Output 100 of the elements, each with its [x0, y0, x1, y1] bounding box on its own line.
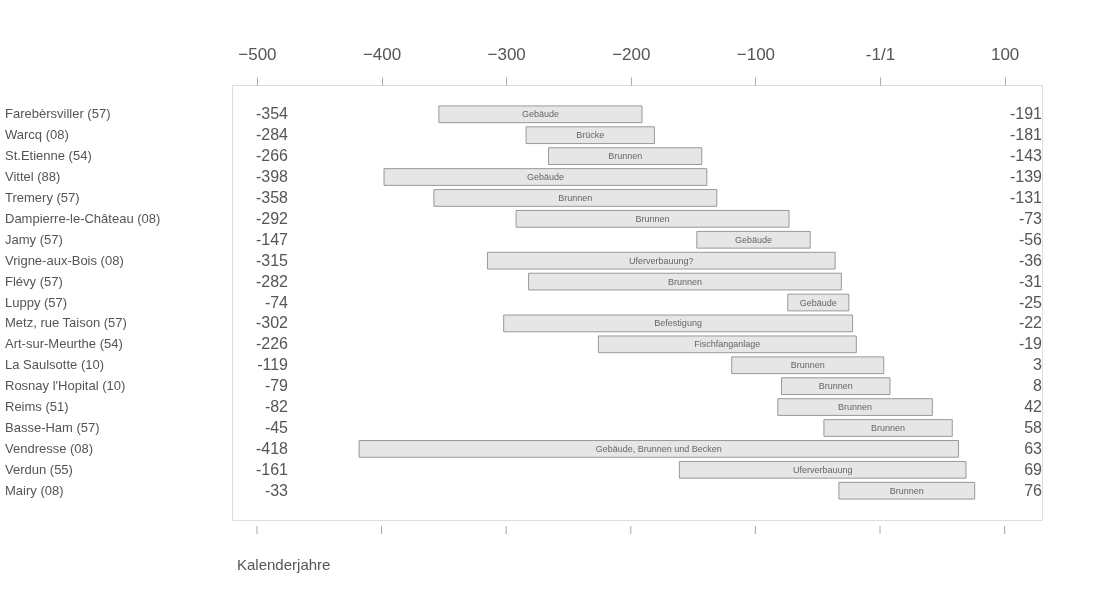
- y-tick-label: Basse-Ham (57): [5, 419, 100, 435]
- annotation: Brunnen: [871, 422, 906, 433]
- x-tick-label: −200: [612, 44, 651, 64]
- annotation: -36: [1018, 251, 1043, 269]
- annotation: -73: [1018, 209, 1043, 227]
- x-tick-label: −100: [736, 44, 776, 64]
- annotation: Uferverbauung?: [629, 255, 694, 266]
- bar: [528, 272, 842, 291]
- annotation: -131: [1009, 188, 1043, 206]
- annotation: -25: [1018, 293, 1043, 311]
- annotation: Fischfanganlage: [694, 339, 761, 350]
- annotation: 58: [1024, 418, 1043, 436]
- y-tick-label: Luppy (57): [5, 294, 68, 310]
- annotation: -191: [1009, 105, 1043, 123]
- annotation: -302: [255, 314, 289, 332]
- x-tick-label: −300: [487, 44, 526, 64]
- annotation: -161: [255, 460, 289, 478]
- annotation: Gebäude: [799, 297, 837, 308]
- bar: [433, 189, 718, 207]
- annotation: Brunnen: [818, 381, 853, 392]
- annotation: -143: [1009, 147, 1043, 165]
- annotation: Brunnen: [608, 151, 643, 162]
- annotation: Gebäude: [526, 172, 564, 183]
- annotation: -315: [255, 251, 289, 269]
- annotation: -398: [255, 168, 289, 186]
- annotation: Gebäude, Brunnen und Becken: [595, 443, 722, 454]
- y-tick-label: Verdun (55): [5, 461, 73, 477]
- annotation: 8: [1033, 377, 1043, 395]
- bar: [678, 460, 967, 479]
- y-tick-label: Reims (51): [5, 399, 69, 415]
- y-tick-label: Art-sur-Meurthe (54): [5, 336, 123, 352]
- annotation: Gebäude: [734, 234, 773, 245]
- y-tick-label: Vittel (88): [5, 169, 61, 185]
- x-axis-title: Kalenderjahre: [237, 556, 331, 573]
- annotation: -292: [255, 209, 289, 227]
- annotation: -33: [264, 481, 289, 499]
- y-tick-label: Mairy (08): [5, 482, 64, 498]
- bar: [838, 481, 976, 500]
- bar: [787, 293, 850, 312]
- annotation: -418: [255, 439, 289, 457]
- y-tick-label: Tremery (57): [5, 189, 80, 205]
- y-tick-label: La Saulsotte (10): [5, 357, 105, 373]
- annotation: -82: [264, 398, 289, 416]
- annotation: -79: [264, 377, 289, 395]
- bar: [781, 377, 891, 396]
- bar: [731, 356, 885, 375]
- annotation: -284: [255, 126, 289, 144]
- annotation: -139: [1009, 168, 1043, 186]
- y-tick-label: Vendresse (08): [5, 440, 94, 456]
- y-tick-label: Jamy (57): [5, 231, 63, 247]
- annotation: -226: [255, 335, 289, 353]
- annotation: Gebäude: [521, 109, 559, 120]
- bar: [548, 147, 703, 165]
- annotation: Brunnen: [790, 360, 825, 371]
- annotation: -282: [255, 272, 289, 290]
- annotation: -354: [255, 105, 289, 123]
- annotation: -147: [255, 230, 289, 248]
- annotation: Brunnen: [889, 485, 924, 496]
- bar: [383, 168, 708, 186]
- annotation: -119: [257, 356, 289, 374]
- y-tick-label: Dampierre-le-Château (08): [5, 210, 161, 226]
- y-tick-label: Farebèrsviller (57): [5, 106, 111, 122]
- annotation: 76: [1024, 481, 1043, 499]
- y-tick-label: Rosnay l'Hopital (10): [5, 378, 126, 394]
- annotation: -31: [1018, 272, 1043, 290]
- bar: [823, 419, 953, 437]
- x-tick-label: −500: [238, 44, 277, 64]
- annotation: Brunnen: [635, 213, 670, 224]
- y-tick-label: Vrigne-aux-Bois (08): [5, 252, 124, 268]
- y-tick-label: Warcq (08): [5, 127, 69, 143]
- x-tick-label: −400: [362, 44, 402, 64]
- x-tick-label: 100: [990, 44, 1020, 64]
- annotation: -22: [1018, 314, 1043, 332]
- annotation: Uferverbauung: [792, 464, 853, 475]
- annotation: Befestigung: [654, 318, 702, 329]
- x-tick-label: -1/1: [865, 44, 896, 64]
- annotation: Brunnen: [558, 192, 593, 203]
- annotation: 3: [1033, 356, 1043, 374]
- annotation: -56: [1018, 230, 1043, 248]
- bar: [597, 335, 857, 354]
- bar: [777, 398, 933, 416]
- annotation: Brunnen: [838, 402, 873, 413]
- bar: [438, 105, 643, 124]
- annotation: -266: [255, 147, 289, 165]
- bar: [515, 209, 790, 228]
- annotation: 63: [1024, 439, 1043, 457]
- bar: [503, 314, 854, 333]
- annotation: Brücke: [576, 130, 605, 141]
- y-tick-label: Flévy (57): [5, 273, 63, 289]
- y-tick-label: St.Etienne (54): [5, 148, 92, 164]
- annotation: -45: [264, 418, 289, 436]
- bar: [696, 230, 811, 249]
- bar: [486, 251, 836, 270]
- y-tick-label: Metz, rue Taison (57): [5, 315, 127, 331]
- annotation: -358: [255, 188, 289, 206]
- annotation: -181: [1009, 126, 1043, 144]
- annotation: 69: [1024, 460, 1043, 478]
- annotation: -19: [1018, 335, 1043, 353]
- annotation: Brunnen: [667, 276, 702, 287]
- bar: [358, 440, 960, 458]
